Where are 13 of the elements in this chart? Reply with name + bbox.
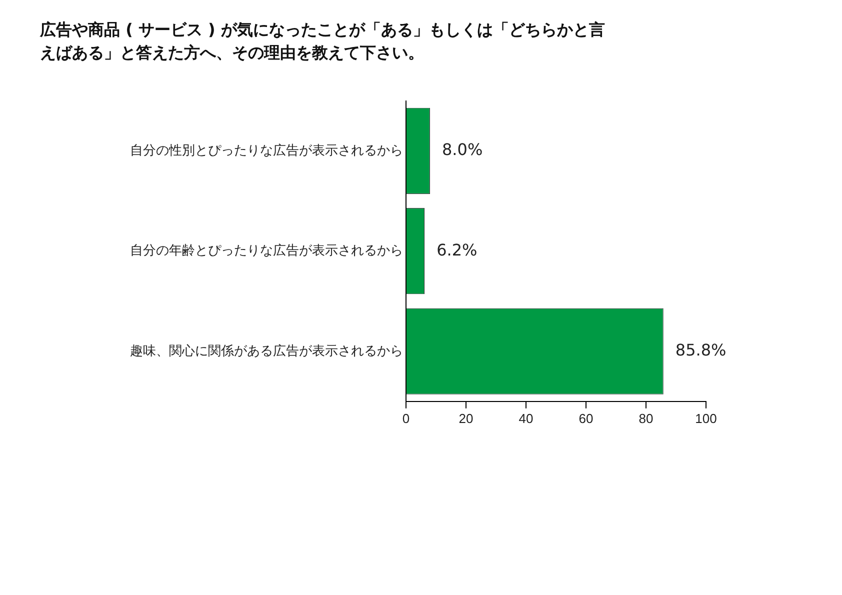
x-tick-label: 0 xyxy=(402,410,410,426)
x-tick-label: 40 xyxy=(518,410,534,426)
x-tick-label: 80 xyxy=(638,410,654,426)
x-tick-label: 20 xyxy=(458,410,474,426)
x-tick-label: 60 xyxy=(578,410,594,426)
y-tick-label: 自分の性別とぴったりな広告が表示されるから xyxy=(130,142,403,158)
y-tick-label: 趣味、関心に関係がある広告が表示されるから xyxy=(130,342,403,358)
y-tick-label: 自分の年齢とぴったりな広告が表示されるから xyxy=(130,242,403,258)
x-tick-label: 100 xyxy=(695,410,717,426)
data-label: 85.8% xyxy=(675,340,726,360)
chart-title: 広告や商品 ( サービス ) が気になったことが「ある」もしくは「どちらかと言えばある」と答えた方へ、その理由を教えて下さい。 xyxy=(40,19,606,64)
data-label: 6.2% xyxy=(436,240,478,260)
data-label: 8.0% xyxy=(442,140,483,160)
